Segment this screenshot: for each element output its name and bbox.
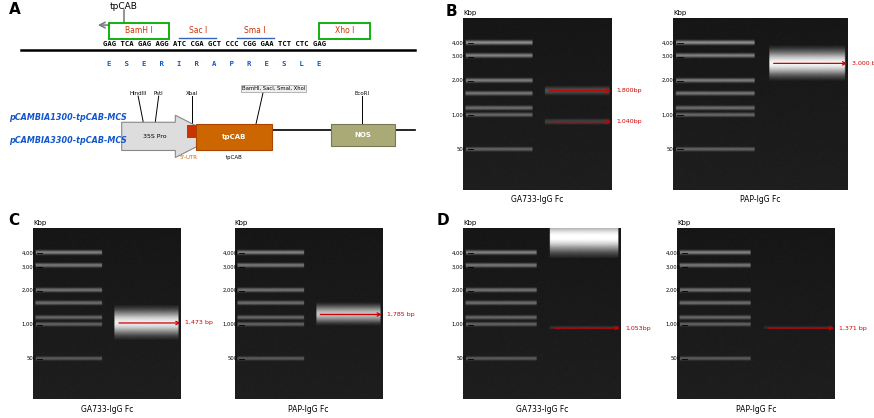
Text: A: A [9, 2, 20, 17]
Text: 3,000: 3,000 [452, 264, 467, 269]
Text: Kbp: Kbp [677, 220, 690, 227]
Text: GA733-IgG Fc: GA733-IgG Fc [81, 405, 134, 413]
FancyBboxPatch shape [187, 125, 198, 138]
Text: tpCAB: tpCAB [222, 134, 246, 140]
Text: BamHI, SacI, SmaI, XhoI: BamHI, SacI, SmaI, XhoI [242, 86, 305, 91]
Text: 5'-UTR: 5'-UTR [179, 155, 198, 160]
Text: pCAMBIA3300-tpCAB-MCS: pCAMBIA3300-tpCAB-MCS [9, 135, 127, 145]
Text: 3,000: 3,000 [662, 54, 676, 59]
Text: 500: 500 [670, 356, 681, 361]
Text: PAP-IgG Fc: PAP-IgG Fc [288, 405, 329, 413]
Text: D: D [437, 213, 449, 228]
Text: 3,000: 3,000 [452, 54, 467, 59]
Text: 500: 500 [666, 147, 676, 152]
Text: 1,371 bp: 1,371 bp [839, 326, 867, 331]
Text: Sma I: Sma I [245, 26, 266, 36]
FancyBboxPatch shape [121, 115, 217, 158]
Text: 1,000: 1,000 [452, 322, 467, 327]
Text: 4,000: 4,000 [22, 251, 37, 256]
Text: Kbp: Kbp [463, 10, 476, 16]
Text: PAP-IgG Fc: PAP-IgG Fc [736, 405, 776, 413]
Text: 500: 500 [456, 147, 467, 152]
Text: GA733-IgG Fc: GA733-IgG Fc [516, 405, 568, 413]
Text: tpCAB: tpCAB [225, 155, 242, 160]
Text: 500: 500 [228, 356, 238, 361]
FancyBboxPatch shape [109, 23, 169, 39]
Text: C: C [9, 213, 20, 228]
Text: 1,000: 1,000 [22, 322, 37, 327]
Text: Sac I: Sac I [189, 26, 207, 36]
Text: 3,000: 3,000 [223, 264, 238, 269]
Text: 2,000: 2,000 [662, 78, 676, 83]
Text: 4,000: 4,000 [452, 251, 467, 256]
Text: XbaI: XbaI [185, 91, 198, 96]
Text: GA733-IgG Fc: GA733-IgG Fc [511, 196, 564, 204]
Text: 2,000: 2,000 [666, 288, 681, 293]
Text: 1,000: 1,000 [452, 112, 467, 117]
Text: 2,000: 2,000 [452, 288, 467, 293]
Text: 2,000: 2,000 [452, 78, 467, 83]
Text: pCAMBIA1300-tpCAB-MCS: pCAMBIA1300-tpCAB-MCS [9, 112, 127, 122]
Text: 1,000: 1,000 [662, 112, 676, 117]
FancyBboxPatch shape [196, 125, 272, 150]
Text: 4,000: 4,000 [452, 40, 467, 45]
FancyBboxPatch shape [331, 125, 395, 146]
Text: 4,000: 4,000 [223, 251, 238, 256]
Text: E   S   E   R   I   R   A   P   R   E   S   L   E: E S E R I R A P R E S L E [107, 61, 322, 66]
Text: 1,000: 1,000 [223, 322, 238, 327]
Text: 4,000: 4,000 [666, 251, 681, 256]
Text: B: B [446, 4, 457, 19]
Text: PAP-IgG Fc: PAP-IgG Fc [740, 196, 780, 204]
Text: PstI: PstI [154, 91, 163, 96]
Text: Kbp: Kbp [33, 220, 46, 227]
Text: 3,000: 3,000 [666, 264, 681, 269]
Text: 3,000 bp: 3,000 bp [852, 61, 874, 66]
Text: 1,000: 1,000 [666, 322, 681, 327]
FancyBboxPatch shape [319, 23, 371, 39]
Text: 1,785 bp: 1,785 bp [386, 312, 414, 317]
Text: Xho I: Xho I [335, 26, 354, 36]
Text: 500: 500 [26, 356, 37, 361]
Text: 1,053bp: 1,053bp [625, 326, 650, 331]
Text: NOS: NOS [355, 133, 371, 138]
Text: 500: 500 [456, 356, 467, 361]
Text: Kbp: Kbp [463, 220, 476, 227]
Text: 2,000: 2,000 [223, 288, 238, 293]
Text: HindIII: HindIII [129, 91, 147, 96]
Text: Kbp: Kbp [673, 10, 686, 16]
Text: tpCAB: tpCAB [110, 2, 138, 11]
Text: 35S Pro: 35S Pro [142, 134, 166, 139]
Text: 1,800bp: 1,800bp [616, 88, 642, 93]
Text: 1,473 bp: 1,473 bp [185, 321, 213, 326]
Text: EcoRI: EcoRI [355, 91, 370, 96]
Text: 4,000: 4,000 [662, 40, 676, 45]
Text: 3,000: 3,000 [22, 264, 37, 269]
Text: BamH I: BamH I [125, 26, 153, 36]
Text: Kbp: Kbp [234, 220, 248, 227]
Text: GAG TCA GAG AGG ATC CGA GCT CCC CGG GAA TCT CTC GAG: GAG TCA GAG AGG ATC CGA GCT CCC CGG GAA … [102, 41, 326, 47]
Text: 2,000: 2,000 [22, 288, 37, 293]
Text: 1,040bp: 1,040bp [616, 119, 642, 124]
